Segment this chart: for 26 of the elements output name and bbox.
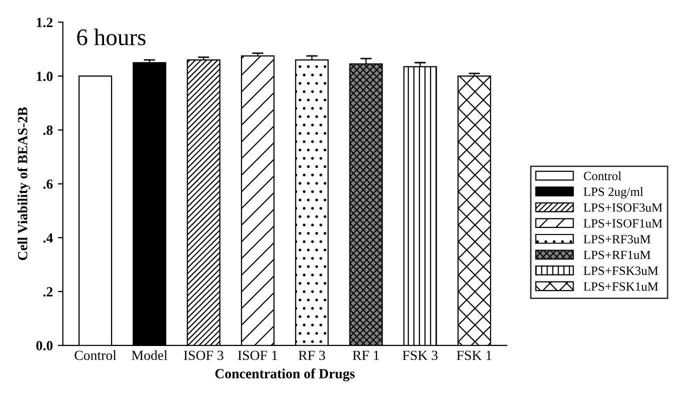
legend-label: LPS+ISOF3uM — [584, 203, 662, 212]
x-tick-label: RF 1 — [352, 350, 379, 360]
legend-label: LPS+FSK3uM — [584, 266, 658, 275]
y-tick-label: 0.0 — [36, 341, 53, 350]
y-tick-label: 1.0 — [36, 72, 53, 82]
x-tick-label: RF 3 — [298, 350, 326, 360]
y-tick-label: .6 — [43, 179, 53, 189]
y-tick-label: .8 — [43, 126, 53, 135]
y-axis-title: Cell Viability of BEAS-2B — [17, 107, 30, 260]
y-tick-label: .4 — [43, 233, 53, 243]
x-tick-label: Model — [132, 350, 168, 360]
legend-label: LPS+FSK1uM — [584, 282, 658, 291]
x-tick-label: ISOF 1 — [238, 350, 278, 360]
legend-label: LPS 2ug/ml — [584, 187, 644, 199]
legend-label: LPS+RF1uM — [584, 250, 650, 260]
legend-label: Control — [584, 171, 622, 180]
x-tick-label: ISOF 3 — [184, 350, 224, 360]
x-tick-label: FSK 1 — [456, 350, 492, 360]
x-tick-label: FSK 3 — [402, 350, 438, 360]
y-tick-label: .2 — [43, 287, 53, 297]
y-tick-label: 1.2 — [36, 18, 53, 28]
legend-label: LPS+RF3uM — [584, 234, 650, 244]
x-axis-title: Concentration of Drugs — [215, 368, 355, 382]
chart-title: 6 hours — [77, 28, 146, 46]
legend-label: LPS+ISOF1uM — [584, 219, 662, 228]
x-tick-label: Control — [74, 350, 116, 360]
